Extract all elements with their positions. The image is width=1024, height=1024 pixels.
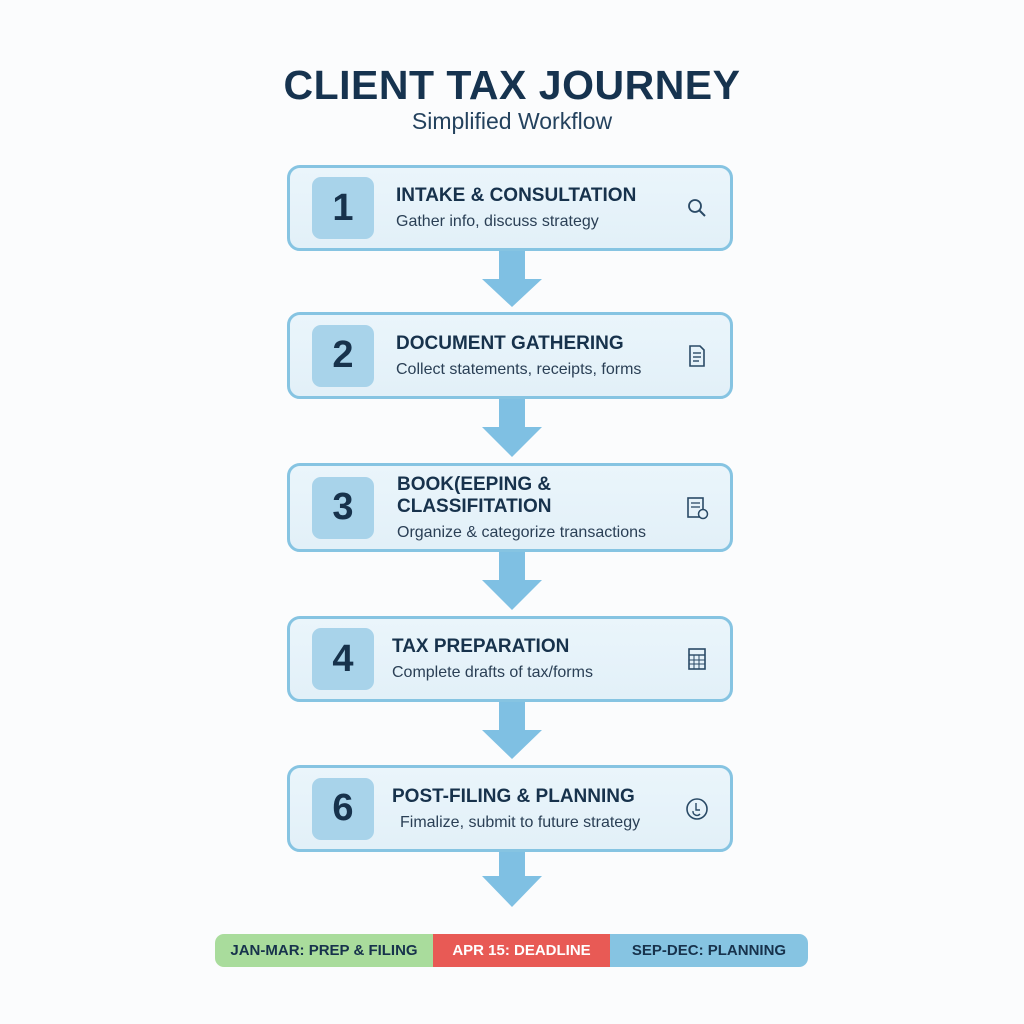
arrow-down-icon xyxy=(482,251,542,307)
timeline-segment-planning: SEP-DEC: PLANNING xyxy=(610,934,808,967)
step-number: 2 xyxy=(312,324,374,387)
arrow-down-icon xyxy=(482,852,542,907)
step-description: Organize & categorize transactions xyxy=(397,523,647,541)
step-card-2: 2 DOCUMENT GATHERING Collect statements, … xyxy=(287,312,733,399)
calculator-icon xyxy=(688,648,706,670)
arrow-down-icon xyxy=(482,702,542,759)
timeline-segment-prep-filing: JAN-MAR: PREP & FILING xyxy=(215,934,433,967)
step-number: 1 xyxy=(312,177,374,239)
step-card-1: 1 INTAKE & CONSULTATION Gather info, disc… xyxy=(287,165,733,251)
step-number: 4 xyxy=(312,628,374,690)
document-icon xyxy=(689,344,705,367)
step-description: Gather info, discuss strategy xyxy=(396,213,599,230)
step-title: BOOK(EEPING & CLASSIFITATION xyxy=(397,473,552,517)
step-description: Complete drafts of tax/forms xyxy=(392,664,593,681)
timeline-segment-deadline: APR 15: DEADLINE xyxy=(433,934,610,967)
step-card-4: 4 TAX PREPARATION Complete drafts of tax/… xyxy=(287,616,733,702)
step-title: TAX PREPARATION xyxy=(392,636,570,657)
page-subtitle: Simplified Workflow xyxy=(411,108,613,134)
step-title: POST-FILING & PLANNING xyxy=(392,785,635,807)
step-description: Collect statements, receipts, forms xyxy=(396,360,642,378)
timeline-bar: JAN-MAR: PREP & FILING APR 15: DEADLINE … xyxy=(215,934,808,967)
step-number: 6 xyxy=(312,777,374,840)
arrow-down-icon xyxy=(482,399,542,457)
step-title: DOCUMENT GATHERING xyxy=(396,332,624,354)
magnifier-icon xyxy=(688,199,706,217)
step-card-6: 6 POST-FILING & PLANNING Fimalize, submit… xyxy=(287,765,733,852)
page-title: CLIENT TAX JOURNEY xyxy=(283,62,741,108)
step-number: 3 xyxy=(312,476,374,539)
step-description: Fimalize, submit to future strategy xyxy=(400,813,641,831)
ledger-icon xyxy=(687,496,709,519)
circle-badge-icon xyxy=(686,797,708,820)
step-card-3: 3 BOOK(EEPING & CLASSIFITATION Organize &… xyxy=(287,463,733,552)
arrow-down-icon xyxy=(482,552,542,610)
step-title: INTAKE & CONSULTATION xyxy=(396,185,637,206)
